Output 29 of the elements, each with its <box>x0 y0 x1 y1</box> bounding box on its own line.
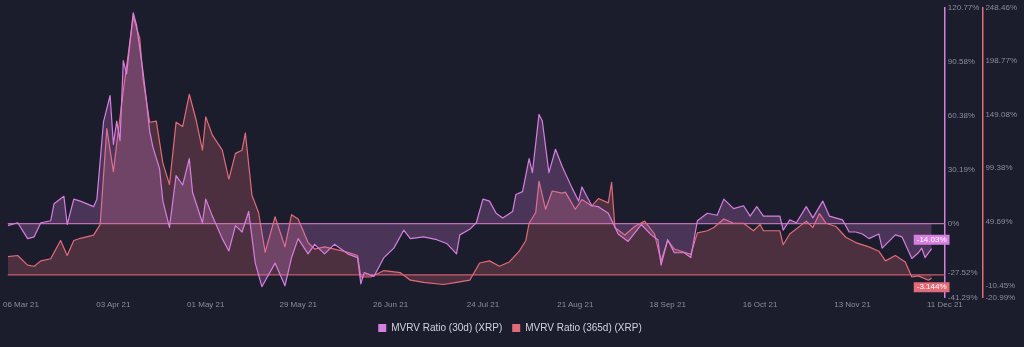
x-tick-label: 03 Apr 21 <box>96 300 132 310</box>
data-label: -3.144% <box>916 282 947 292</box>
x-tick-label: 16 Oct 21 <box>742 300 778 310</box>
x-tick-label: 11 Dec 21 <box>926 300 964 310</box>
x-tick-label: 24 Jul 21 <box>466 300 500 310</box>
x-tick-label: 18 Sep 21 <box>649 300 687 310</box>
x-tick-label: 06 Mar 21 <box>2 300 40 310</box>
y2-tick-label: 248.46% <box>985 3 1018 12</box>
y-tick-label: 60.38% <box>947 110 975 120</box>
x-tick-label: 29 May 21 <box>279 300 318 310</box>
y2-tick-label: 49.69% <box>985 216 1013 226</box>
y2-tick-label: 149.08% <box>985 109 1018 119</box>
y2-tick-label: -20.99% <box>985 292 1016 302</box>
data-label: -14.03% <box>916 234 947 244</box>
y2-tick-label: -10.45% <box>985 281 1016 291</box>
y-tick-label: 120.77% <box>947 3 980 12</box>
y-tick-label: -27.52% <box>947 268 978 277</box>
y2-tick-label: 198.77% <box>985 56 1018 66</box>
legend-label: MVRV Ratio (30d) (XRP) <box>391 321 503 333</box>
y-tick-label: 30.19% <box>947 164 975 174</box>
x-tick-label: 13 Nov 21 <box>834 300 872 310</box>
y-tick-label: 0% <box>947 218 960 228</box>
x-tick-label: 01 May 21 <box>187 300 225 310</box>
y-tick-label: -41.29% <box>947 292 978 302</box>
y-tick-label: 90.58% <box>947 56 975 66</box>
x-tick-label: 21 Aug 21 <box>557 300 594 310</box>
x-tick-label: 26 Jun 21 <box>372 300 409 310</box>
legend-label: MVRV Ratio (365d) (XRP) <box>525 321 642 333</box>
y2-tick-label: 99.38% <box>985 163 1013 173</box>
